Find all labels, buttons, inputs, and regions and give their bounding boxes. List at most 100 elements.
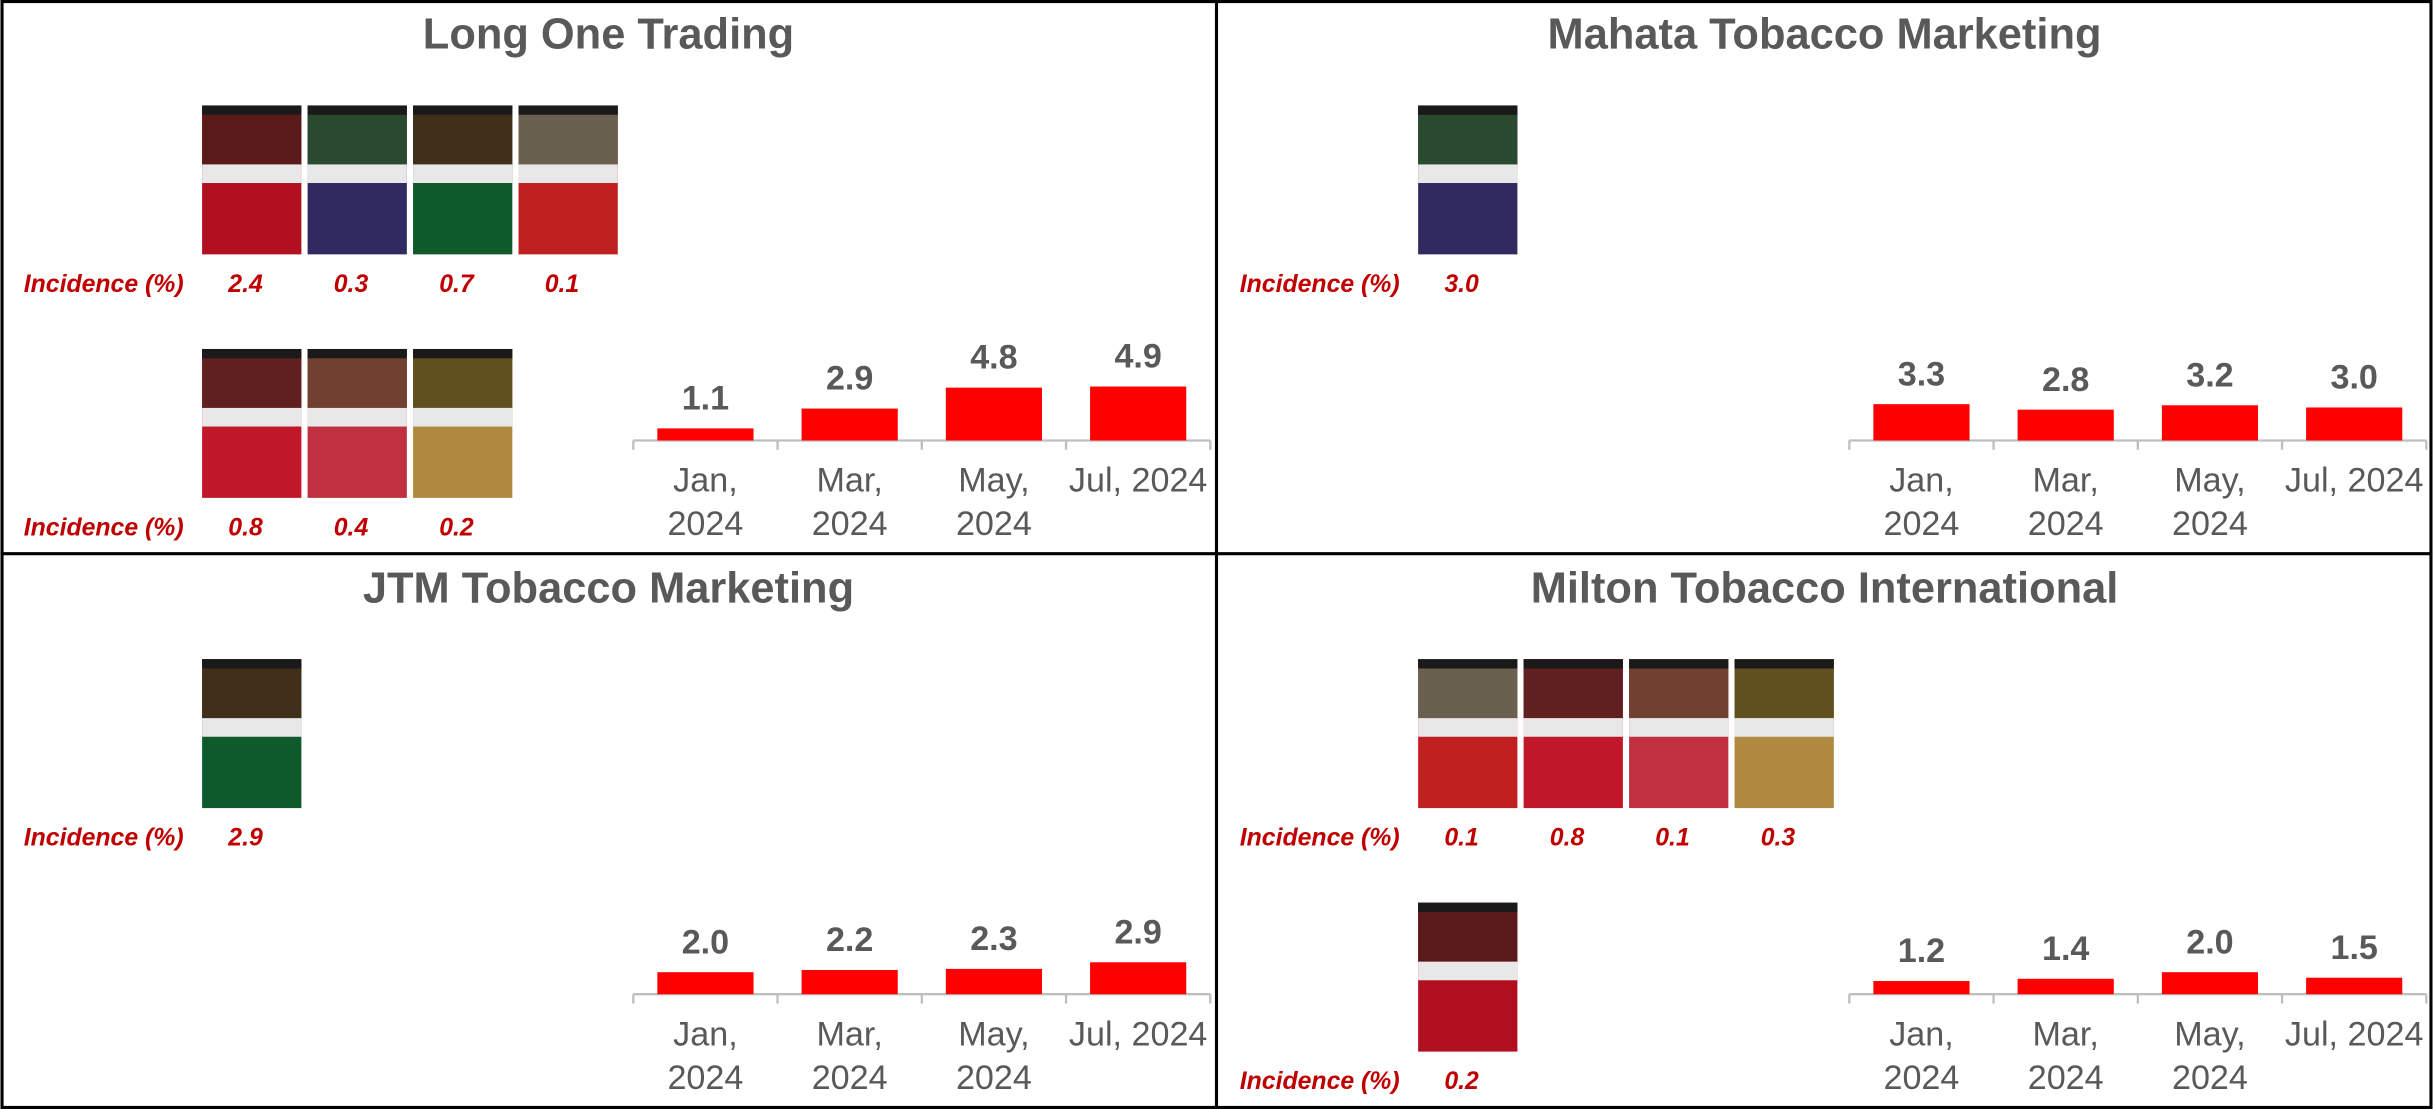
bar [1090, 962, 1186, 994]
x-tick-label: Jan, 2024 [636, 1013, 776, 1100]
pack-text-band [308, 164, 407, 183]
bar [657, 428, 753, 440]
x-tick-label: Jan, 2024 [1852, 459, 1992, 546]
data-label: 1.2 [1898, 932, 1945, 970]
bar [1090, 387, 1186, 441]
incidence-value: 0.4 [334, 514, 369, 541]
bar [1873, 981, 1969, 994]
pack-text-band [1524, 718, 1623, 737]
pack-image [1418, 903, 1517, 1052]
pack-text-band [202, 718, 301, 737]
incidence-label: Incidence (%) [24, 825, 184, 852]
bar [2018, 410, 2114, 441]
data-label: 4.8 [970, 339, 1017, 377]
pack-band [1418, 659, 1517, 668]
data-label: 1.1 [682, 379, 729, 417]
bar [657, 972, 753, 994]
data-label: 2.0 [682, 923, 729, 961]
x-tick-label-box: May, 2024 [2140, 459, 2280, 555]
x-tick-label: May, 2024 [924, 459, 1064, 546]
data-label: 1.4 [2042, 930, 2089, 968]
data-label: 1.5 [2330, 929, 2377, 967]
pack-band [1629, 659, 1728, 668]
pack-text-band [519, 164, 618, 183]
panel-title: Mahata Tobacco Marketing [1548, 11, 2102, 59]
x-tick-label-box: Jul, 2024 [2284, 1013, 2424, 1109]
x-tick-label-box: Mar, 2024 [1996, 1013, 2136, 1109]
pack-band [1735, 659, 1834, 668]
pack-image [1524, 659, 1623, 808]
x-tick-label-box: Jan, 2024 [636, 459, 776, 555]
x-tick-label-box: Mar, 2024 [780, 1013, 920, 1109]
bar [802, 970, 898, 994]
pack-text-band [413, 408, 512, 427]
incidence-label: Incidence (%) [24, 514, 184, 541]
pack-band [308, 105, 407, 114]
data-label: 2.9 [1114, 913, 1161, 951]
x-tick-label: Jul, 2024 [2284, 1013, 2424, 1056]
pack-image [413, 105, 512, 254]
pack-band [1524, 659, 1623, 668]
data-label: 2.2 [826, 921, 873, 959]
bar [2306, 407, 2402, 440]
incidence-value: 2.4 [227, 271, 263, 298]
pack-band [413, 349, 512, 358]
pack-band [202, 659, 301, 668]
data-label: 3.3 [1898, 355, 1945, 393]
x-tick-label: Jan, 2024 [636, 459, 776, 546]
bar [2162, 972, 2258, 994]
incidence-label: Incidence (%) [1240, 825, 1400, 852]
incidence-value: 0.3 [334, 271, 369, 298]
incidence-label: Incidence (%) [1240, 271, 1400, 298]
bar [946, 969, 1042, 994]
pack-text-band [1418, 962, 1517, 981]
x-tick-label: Mar, 2024 [780, 459, 920, 546]
pack-image [1418, 659, 1517, 808]
data-label: 3.0 [2330, 359, 2377, 397]
pack-text-band [1735, 718, 1834, 737]
incidence-value: 0.2 [439, 514, 474, 541]
pack-image [308, 105, 407, 254]
data-label: 2.8 [2042, 361, 2089, 399]
pack-text-band [1418, 164, 1517, 183]
x-tick-label: Mar, 2024 [1996, 459, 2136, 546]
incidence-value: 0.8 [228, 514, 263, 541]
x-tick-label-box: Mar, 2024 [780, 459, 920, 555]
data-label: 2.9 [826, 360, 873, 398]
pack-image [202, 105, 301, 254]
pack-band [1418, 903, 1517, 912]
incidence-label: Incidence (%) [1240, 1068, 1400, 1095]
incidence-value: 0.1 [1655, 825, 1689, 852]
panel-title: Milton Tobacco International [1531, 564, 2119, 612]
pack-text-band [308, 408, 407, 427]
x-tick-label-box: Jul, 2024 [2284, 459, 2424, 555]
x-tick-label: May, 2024 [2140, 1013, 2280, 1100]
x-tick-label: May, 2024 [2140, 459, 2280, 546]
incidence-value: 0.1 [545, 271, 579, 298]
bar [946, 388, 1042, 441]
x-tick-label-box: May, 2024 [924, 1013, 1064, 1109]
pack-text-band [1418, 718, 1517, 737]
pack-image [519, 105, 618, 254]
x-tick-label: May, 2024 [924, 1013, 1064, 1100]
bar [802, 409, 898, 441]
pack-image [202, 659, 301, 808]
pack-text-band [413, 164, 512, 183]
pack-band [202, 349, 301, 358]
data-label: 2.3 [970, 920, 1017, 958]
x-tick-label: Jul, 2024 [1068, 1013, 1208, 1056]
x-tick-label-box: May, 2024 [2140, 1013, 2280, 1109]
pack-text-band [202, 164, 301, 183]
incidence-value: 0.1 [1444, 825, 1478, 852]
pack-image [413, 349, 512, 498]
pack-band [519, 105, 618, 114]
x-tick-label-box: Jan, 2024 [1852, 459, 1992, 555]
pack-image [1735, 659, 1834, 808]
slide: Long One TradingIncidence (%)2.40.30.70.… [0, 0, 2433, 1109]
pack-image [1418, 105, 1517, 254]
data-label: 4.9 [1114, 338, 1161, 376]
data-label: 2.0 [2186, 923, 2233, 961]
incidence-label: Incidence (%) [24, 271, 184, 298]
incidence-value: 0.3 [1761, 825, 1796, 852]
incidence-value: 0.8 [1550, 825, 1585, 852]
